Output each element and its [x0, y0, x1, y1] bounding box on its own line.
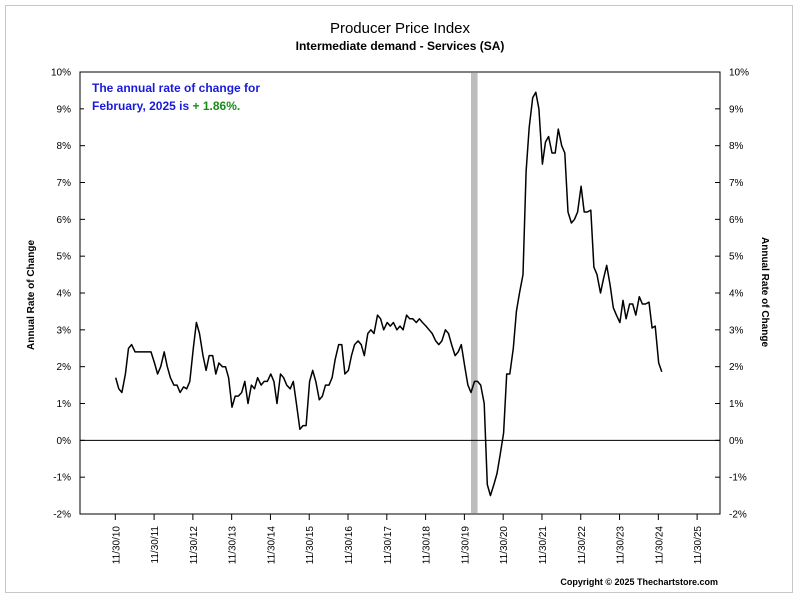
y-tick-label-left: 5%	[57, 252, 72, 263]
x-tick-label: 11/30/19	[460, 526, 471, 565]
y-tick-label-left: 0%	[57, 436, 72, 447]
y-axis-label-left: Annual Rate of Change	[26, 240, 37, 350]
x-tick-label: 11/30/24	[654, 526, 665, 565]
x-tick-label: 11/30/12	[189, 526, 200, 565]
copyright-text: Copyright © 2025 Thechartstore.com	[560, 577, 718, 587]
x-tick-label: 11/30/15	[305, 526, 316, 565]
y-tick-label-left: 7%	[57, 178, 72, 189]
y-axis-label-right: Annual Rate of Change	[759, 237, 770, 347]
chart-subtitle: Intermediate demand - Services (SA)	[296, 39, 505, 53]
y-tick-label-left: 9%	[57, 104, 72, 115]
x-tick-label: 11/30/14	[266, 526, 277, 565]
y-tick-label-right: 0%	[729, 436, 744, 447]
y-tick-label-right: 1%	[729, 399, 744, 410]
x-tick-label: 11/30/21	[538, 526, 549, 565]
y-tick-label-right: 4%	[729, 289, 744, 300]
annotation-line-2-prefix: February, 2025 is	[92, 99, 193, 113]
plot-area	[79, 71, 721, 515]
y-tick-label-left: 6%	[57, 215, 72, 226]
annotation-value: + 1.86%.	[193, 99, 241, 113]
x-tick-label: 11/30/22	[577, 526, 588, 565]
y-tick-label-right: 3%	[729, 325, 744, 336]
recession-band-layer	[470, 73, 478, 513]
x-tick-label: 11/30/23	[616, 526, 627, 565]
recession-band	[470, 73, 478, 513]
axis-layer: -2% -2% -1% -1% 0% 0% 1% 1% 2% 2% 3% 3% 4% 4% 5% 5% 6% 6%…	[51, 68, 749, 565]
y-tick-label-right: 5%	[729, 252, 744, 263]
y-tick-label-right: 10%	[729, 68, 749, 79]
y-tick-label-right: 2%	[729, 362, 744, 373]
y-tick-label-left: 1%	[57, 399, 72, 410]
annotation-line-1-text: The annual rate of change for	[92, 81, 260, 95]
y-tick-label-right: 8%	[729, 141, 744, 152]
y-tick-label-left: 4%	[57, 289, 72, 300]
series-layer	[114, 91, 663, 497]
y-tick-label-left: 8%	[57, 141, 72, 152]
y-tick-label-right: 6%	[729, 215, 744, 226]
x-tick-label: 11/30/13	[228, 526, 239, 565]
annotation-box	[84, 76, 284, 118]
y-tick-label-right: -2%	[729, 510, 747, 521]
x-tick-label: 11/30/11	[150, 526, 161, 564]
chart-title: Producer Price Index	[330, 20, 471, 37]
y-tick-label-left: 3%	[57, 325, 72, 336]
annotation-line-2: February, 2025 is + 1.86%.	[92, 99, 240, 113]
y-tick-label-left: -1%	[53, 473, 71, 484]
x-tick-label: 11/30/16	[344, 526, 355, 565]
x-tick-label: 11/30/10	[111, 526, 122, 565]
x-tick-label: 11/30/17	[383, 526, 394, 565]
y-tick-label-right: -1%	[729, 473, 747, 484]
y-tick-label-left: 2%	[57, 362, 72, 373]
series-line	[114, 91, 663, 497]
y-tick-label-left: 10%	[51, 68, 71, 79]
x-tick-label: 11/30/20	[499, 526, 510, 565]
y-tick-label-left: -2%	[53, 510, 71, 521]
y-tick-label-right: 7%	[729, 178, 744, 189]
x-tick-label: 11/30/18	[422, 526, 433, 565]
x-tick-label: 11/30/25	[693, 526, 704, 565]
y-tick-label-right: 9%	[729, 104, 744, 115]
annotation-line-1: The annual rate of change for	[92, 81, 260, 95]
